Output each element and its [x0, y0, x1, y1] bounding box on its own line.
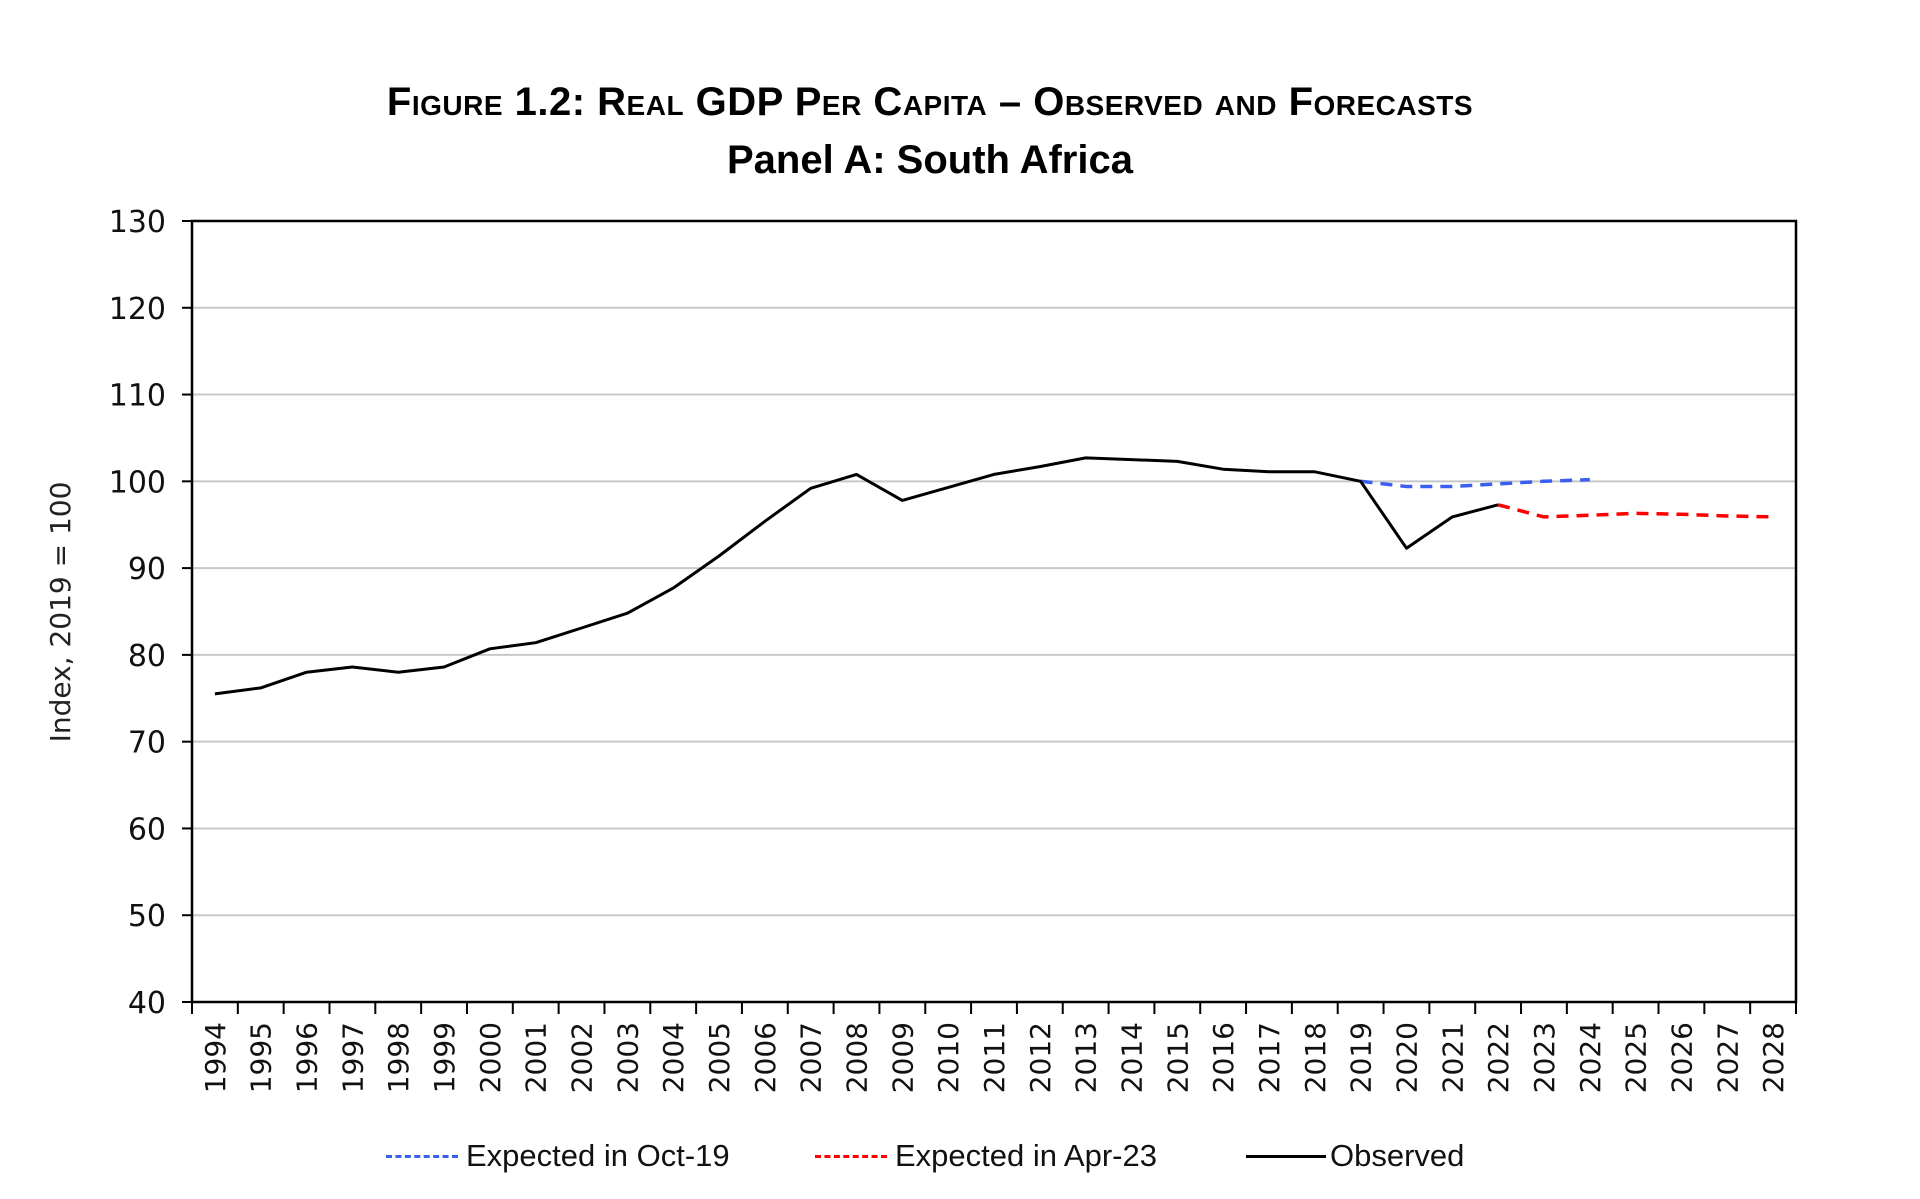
- gridlines: [192, 306, 1796, 917]
- y-tick-label: 80: [128, 639, 166, 674]
- x-tick-label: 2007: [795, 1022, 828, 1093]
- x-tick-labels: 1994 1995 1996 1997 1998 1999 2000 2001 2002 2003…: [199, 1022, 1790, 1093]
- legend: Expected in Oct-19 Expected in Apr-23 Ob…: [0, 1138, 1920, 1188]
- x-tick-label: 2011: [978, 1022, 1011, 1093]
- x-tick-label: 2014: [1115, 1022, 1148, 1093]
- plot-frame: [190, 219, 1798, 1004]
- y-tick-label: 40: [128, 986, 166, 1021]
- x-tick-label: 2016: [1207, 1022, 1240, 1093]
- x-tick-label: 2023: [1528, 1022, 1561, 1093]
- x-tick-label: 2004: [657, 1022, 690, 1093]
- x-tick-label: 2022: [1482, 1022, 1515, 1093]
- x-tick-label: 2017: [1253, 1022, 1286, 1093]
- x-tick-label: 2015: [1161, 1022, 1194, 1093]
- x-tick-label: 2005: [703, 1022, 736, 1093]
- x-tick-label: 2012: [1024, 1022, 1057, 1093]
- x-tick-label: 2003: [611, 1022, 644, 1093]
- x-tick-label: 2000: [474, 1022, 507, 1093]
- x-tick-label: 1995: [245, 1022, 278, 1093]
- series-line: [214, 456, 1499, 696]
- x-tick-label: 2018: [1299, 1022, 1332, 1093]
- x-tick-label: 2006: [749, 1022, 782, 1093]
- x-tick-label: 2027: [1711, 1022, 1744, 1093]
- axes: [182, 219, 1798, 1014]
- x-tick-label: 1996: [291, 1022, 324, 1093]
- x-tick-label: 2019: [1345, 1022, 1378, 1093]
- series-expected-in-apr-23: [1497, 503, 1774, 519]
- x-tick-label: 2024: [1574, 1022, 1607, 1093]
- x-tick-label: 2002: [566, 1022, 599, 1093]
- legend-item-observed: Observed: [1246, 1138, 1464, 1174]
- legend-swatch-apr23: [815, 1154, 887, 1158]
- x-tick-label: 1997: [336, 1022, 369, 1093]
- x-tick-label: 2013: [1070, 1022, 1103, 1093]
- x-tick-label: 1994: [199, 1022, 232, 1093]
- y-tick-label: 60: [128, 812, 166, 847]
- y-tick-label: 130: [109, 205, 166, 240]
- x-tick-label: 2010: [932, 1022, 965, 1093]
- x-tick-label: 2020: [1390, 1022, 1423, 1093]
- x-tick-label: 1999: [428, 1022, 461, 1093]
- series-observed: [214, 456, 1499, 696]
- y-axis-label: Index, 2019 = 100: [44, 482, 77, 743]
- x-tick-label: 2021: [1436, 1022, 1469, 1093]
- y-tick-labels: 40 50 60 70 80 90 100 110 120 130: [109, 205, 166, 1021]
- y-tick-label: 100: [109, 465, 166, 500]
- legend-label-oct19: Expected in Oct-19: [466, 1138, 730, 1173]
- series-lines: [214, 456, 1774, 696]
- y-tick-label: 110: [109, 379, 166, 414]
- legend-item-apr23: Expected in Apr-23: [815, 1138, 1157, 1174]
- y-tick-label: 90: [128, 552, 166, 587]
- x-tick-label: 2009: [886, 1022, 919, 1093]
- series-line: [1497, 503, 1774, 519]
- chart-title: Figure 1.2: Real GDP Per Capita – Observ…: [386, 80, 1474, 124]
- x-tick-label: 2008: [841, 1022, 874, 1093]
- legend-swatch-observed: [1246, 1154, 1326, 1158]
- x-tick-label: 2001: [520, 1022, 553, 1093]
- y-tick-label: 50: [128, 899, 166, 934]
- y-tick-label: 120: [109, 292, 166, 327]
- x-tick-label: 2028: [1757, 1022, 1790, 1093]
- x-tick-label: 1998: [382, 1022, 415, 1093]
- legend-swatch-oct19: [386, 1154, 458, 1158]
- chart-subtitle: Panel A: South Africa: [727, 138, 1133, 182]
- x-tick-label: 2026: [1665, 1022, 1698, 1093]
- legend-label-observed: Observed: [1330, 1138, 1465, 1173]
- x-tick-label: 2025: [1620, 1022, 1653, 1093]
- legend-item-oct19: Expected in Oct-19: [386, 1138, 730, 1174]
- y-tick-label: 70: [128, 726, 166, 761]
- series-line: [1360, 477, 1590, 489]
- legend-label-apr23: Expected in Apr-23: [895, 1138, 1157, 1173]
